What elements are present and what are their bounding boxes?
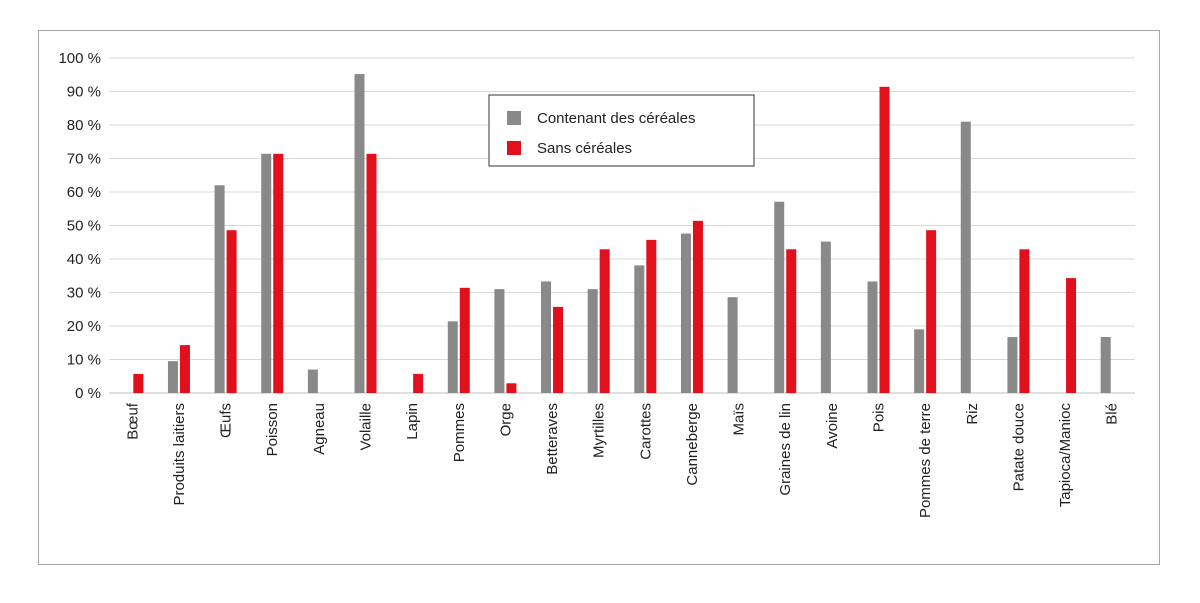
bar-contenant-21 <box>1100 337 1111 393</box>
legend-swatch-contenant <box>507 111 521 125</box>
y-tick-label: 10 % <box>67 352 101 369</box>
legend-swatch-sans <box>507 141 521 155</box>
x-category-label: Pois <box>871 403 888 432</box>
legend-box <box>488 94 755 167</box>
bar-contenant-10 <box>587 289 598 393</box>
y-tick-label: 30 % <box>67 285 101 302</box>
y-tick-label: 100 % <box>58 50 101 67</box>
x-category-label: Riz <box>964 403 981 425</box>
bar-sans-20 <box>1066 278 1077 393</box>
y-tick-label: 20 % <box>67 318 101 335</box>
y-tick-label: 60 % <box>67 184 101 201</box>
y-axis-tick-labels: 0 % 10 % 20 % 30 % 40 % 50 % 60 % 70 % 80 % 90 % 1… <box>58 50 101 402</box>
legend-label-contenant: Contenant des céréales <box>537 110 695 127</box>
y-tick-label: 70 % <box>67 151 101 168</box>
x-category-label: Bœuf <box>124 402 141 440</box>
x-category-label: Agneau <box>311 403 328 455</box>
bar-contenant-9 <box>541 281 552 393</box>
x-category-label: Myrtilles <box>591 403 608 458</box>
bar-sans-19 <box>1019 249 1030 393</box>
x-category-label: Produits laitiers <box>171 403 188 506</box>
x-category-label: Poisson <box>264 403 281 456</box>
x-category-label: Avoine <box>824 403 841 449</box>
bar-sans-3 <box>273 153 284 393</box>
bar-sans-2 <box>226 230 237 393</box>
bar-contenant-5 <box>354 74 365 393</box>
y-tick-label: 80 % <box>67 117 101 134</box>
bar-contenant-12 <box>680 233 691 393</box>
bar-sans-6 <box>413 373 424 393</box>
bars <box>133 74 1111 394</box>
bar-contenant-3 <box>261 153 272 393</box>
bar-contenant-2 <box>214 185 225 393</box>
y-tick-label: 0 % <box>75 385 101 402</box>
x-category-label: Pommes <box>451 403 468 462</box>
bar-sans-0 <box>133 373 144 393</box>
bar-contenant-4 <box>307 369 318 393</box>
x-axis-category-labels: Bœuf Produits laitiers Œufs Poisson Agneau Vo… <box>124 402 1120 518</box>
bar-sans-10 <box>599 249 610 393</box>
bar-contenant-15 <box>820 241 831 393</box>
x-category-label: Orge <box>497 403 514 436</box>
bar-contenant-1 <box>167 361 178 393</box>
x-category-label: Volaille <box>358 403 375 451</box>
bar-sans-1 <box>179 345 190 393</box>
y-tick-label: 40 % <box>67 251 101 268</box>
bar-contenant-14 <box>774 201 785 393</box>
bar-contenant-13 <box>727 297 738 393</box>
x-category-label: Patate douce <box>1010 403 1027 491</box>
bar-sans-16 <box>879 86 890 393</box>
x-category-label: Tapioca/Manioc <box>1057 403 1074 508</box>
y-tick-label: 90 % <box>67 84 101 101</box>
bar-contenant-16 <box>867 281 878 393</box>
bar-sans-11 <box>646 239 657 393</box>
x-category-label: Graines de lin <box>777 403 794 496</box>
x-category-label: Betteraves <box>544 403 561 475</box>
legend: Contenant des céréales Sans céréales <box>488 94 755 167</box>
y-tick-label: 50 % <box>67 218 101 235</box>
bar-sans-7 <box>459 287 470 393</box>
x-category-label: Canneberge <box>684 403 701 486</box>
x-category-label: Carottes <box>637 403 654 460</box>
x-category-label: Maïs <box>731 403 748 436</box>
bar-sans-5 <box>366 153 377 393</box>
x-category-label: Œufs <box>218 403 235 438</box>
x-category-label: Lapin <box>404 403 421 440</box>
bar-sans-12 <box>692 220 703 393</box>
x-category-label: Pommes de terre <box>917 403 934 518</box>
bar-contenant-19 <box>1007 337 1018 393</box>
bar-sans-9 <box>553 306 564 393</box>
x-category-label: Blé <box>1104 403 1121 425</box>
bar-sans-8 <box>506 383 517 393</box>
bar-contenant-18 <box>960 121 971 394</box>
bar-contenant-17 <box>914 329 925 393</box>
bar-contenant-11 <box>634 265 645 393</box>
legend-label-sans: Sans céréales <box>537 140 632 157</box>
bar-sans-17 <box>926 230 937 393</box>
bar-contenant-8 <box>494 289 505 393</box>
bar-sans-14 <box>786 249 797 393</box>
bar-contenant-7 <box>447 321 458 393</box>
